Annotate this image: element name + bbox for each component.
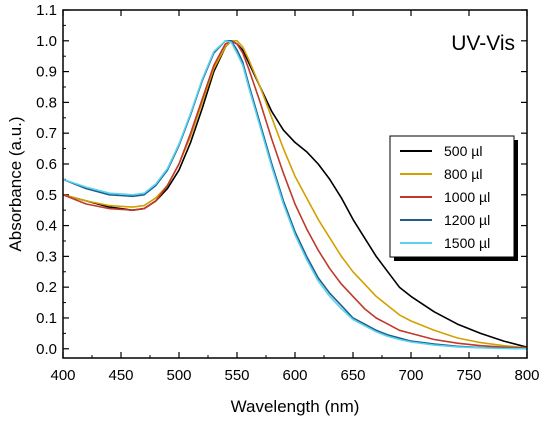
- y-tick-label: 0.8: [36, 94, 57, 111]
- y-tick-label: 0.7: [36, 125, 57, 142]
- legend-label: 1200 µl: [444, 212, 490, 228]
- x-tick-label: 750: [456, 367, 481, 384]
- x-tick-label: 700: [398, 367, 423, 384]
- y-tick-label: 0.3: [36, 248, 57, 265]
- y-axis-title: Absorbance (a.u.): [6, 116, 25, 251]
- y-tick-label: 0.2: [36, 279, 57, 296]
- x-tick-label: 800: [514, 367, 539, 384]
- x-tick-label: 450: [108, 367, 133, 384]
- chart-title: UV-Vis: [451, 32, 515, 55]
- y-tick-label: 0.9: [36, 64, 57, 81]
- y-tick-label: 1.1: [36, 2, 57, 19]
- y-tick-label: 0.1: [36, 310, 57, 327]
- series-layer: [62, 39, 528, 350]
- y-tick-label: 0.6: [36, 156, 57, 173]
- legend: 500 µl 800 µl 1000 µl 1200 µl 1500 µl: [389, 135, 518, 261]
- x-tick-label: 600: [282, 367, 307, 384]
- x-tick-label: 500: [166, 367, 191, 384]
- x-tick-label: 550: [224, 367, 249, 384]
- x-tick-label: 650: [340, 367, 365, 384]
- ticks-layer: 400 450 500 550 600 650 700 750 800 0.0 0.1 0.2 0.3 0…: [36, 2, 539, 384]
- legend-label: 1000 µl: [444, 189, 490, 205]
- legend-label: 800 µl: [444, 166, 482, 182]
- series-line: [62, 39, 528, 350]
- series-line: [62, 39, 528, 350]
- y-tick-label: 0.5: [36, 187, 57, 204]
- series-line: [62, 39, 528, 348]
- y-tick-label: 0.4: [36, 218, 57, 235]
- y-tick-label: 0.0: [36, 341, 57, 358]
- series-line: [62, 39, 528, 349]
- legend-label: 1500 µl: [444, 235, 490, 251]
- plot-frame: [62, 9, 528, 359]
- x-tick-label: 400: [50, 367, 75, 384]
- x-axis-title: Wavelength (nm): [231, 397, 360, 416]
- y-tick-label: 1.0: [36, 33, 57, 50]
- legend-label: 500 µl: [444, 143, 482, 159]
